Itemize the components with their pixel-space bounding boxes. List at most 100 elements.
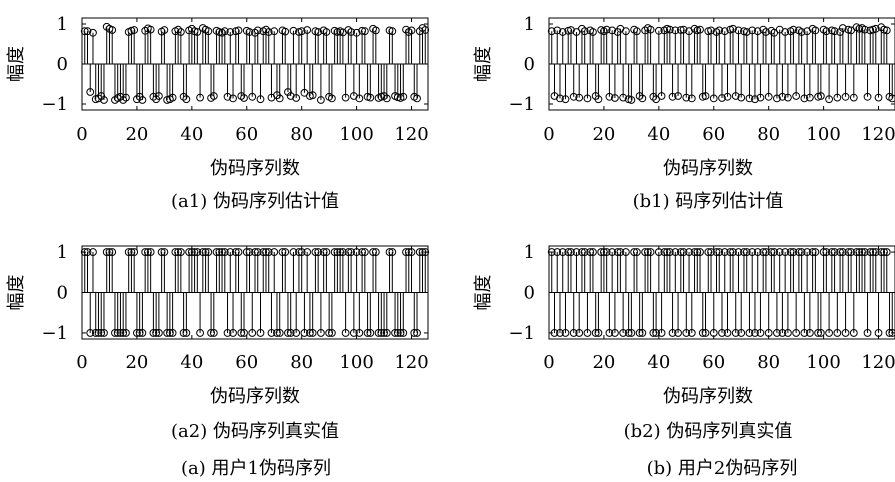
stem-marker (792, 92, 801, 100)
stem-marker (718, 94, 726, 102)
stem-marker (808, 248, 817, 256)
stem-marker (800, 94, 809, 103)
stem-marker (421, 26, 430, 34)
stem-marker (841, 329, 850, 337)
stem-marker (284, 88, 292, 96)
stem-marker (825, 329, 833, 337)
stem-marker (882, 248, 891, 256)
stem-marker (124, 248, 133, 256)
x-tick-label: 80 (290, 124, 313, 145)
x-tick-label: 0 (543, 352, 554, 373)
stem-marker (685, 248, 693, 256)
stem-marker (229, 94, 237, 103)
stem-marker (234, 26, 243, 35)
stem-marker (698, 329, 707, 337)
stem-marker (341, 93, 350, 102)
stem-marker (712, 248, 721, 256)
x-tick-label: 40 (647, 124, 670, 145)
x-tick-label: 60 (235, 352, 258, 373)
y-axis-label: 幅度 (473, 275, 494, 311)
stem-marker (292, 94, 301, 102)
stem-marker (679, 25, 688, 34)
stem-marker (157, 248, 166, 256)
stem-marker (734, 26, 743, 35)
stem-marker (185, 248, 193, 256)
stem-marker (352, 28, 361, 37)
stem-marker (371, 248, 380, 256)
stem-marker (726, 248, 735, 256)
stem-marker (89, 28, 97, 37)
stem-marker (355, 94, 364, 103)
stem-marker (778, 329, 787, 337)
stem-marker (844, 248, 853, 256)
x-tick-label: 80 (757, 352, 780, 373)
stem-marker (858, 248, 866, 256)
x-tick-label: 20 (592, 124, 615, 145)
panel-a1: 0 20 40 60 80 100 120 −1 0 1 伪码序列数 幅度 (a1) 伪码序列估计值 (6, 14, 430, 212)
stem-marker (314, 28, 323, 36)
stem-marker (196, 93, 204, 102)
stem-marker (215, 248, 224, 256)
stem-marker (256, 329, 265, 337)
stem-marker (836, 28, 844, 36)
stem-marker (86, 329, 95, 337)
stem-marker (578, 248, 586, 256)
stem-marker (748, 248, 757, 256)
stem-marker (737, 93, 746, 102)
x-tick-label: 120 (861, 124, 895, 145)
stem-marker (797, 28, 806, 36)
stem-marker (657, 329, 666, 337)
stem-marker (762, 28, 770, 36)
stem-marker (160, 26, 169, 34)
stem-marker (237, 329, 246, 337)
stem-marker (616, 248, 625, 256)
stem-marker (363, 329, 372, 337)
stem-marker (704, 248, 713, 256)
stem-marker (630, 248, 639, 256)
stem-marker (836, 248, 844, 256)
stem-marker (220, 27, 229, 36)
stem-marker (176, 248, 185, 256)
stem-marker (841, 92, 850, 101)
stem-marker (149, 92, 158, 101)
stem-marker (781, 28, 790, 36)
stem-marker (146, 25, 155, 34)
stem-marker (311, 248, 320, 256)
stem-marker (665, 248, 674, 256)
stem-marker (578, 24, 586, 33)
stem-marker (784, 93, 792, 102)
stem-marker (382, 329, 391, 337)
stem-marker (251, 248, 259, 256)
stem-marker (286, 92, 295, 100)
stem-marker (201, 248, 210, 256)
panel-caption: (a2) 伪码序列真实值 (171, 421, 339, 442)
stem-marker (729, 24, 737, 33)
stem-marker (556, 94, 564, 103)
stem-marker (852, 248, 861, 256)
stem-marker (874, 93, 883, 102)
y-tick-label: −1 (508, 323, 535, 344)
stem-marker (220, 248, 229, 256)
stem-marker (226, 28, 235, 36)
stem-marker (718, 329, 726, 337)
stem-marker (657, 92, 666, 100)
stem-marker (847, 248, 855, 256)
stem-marker (641, 248, 650, 256)
stem-marker (144, 248, 152, 256)
stem-marker (108, 26, 117, 34)
stem-marker (731, 92, 740, 100)
stem-marker (421, 248, 430, 256)
stem-marker (306, 329, 314, 337)
stem-marker (553, 26, 562, 35)
stem-marker (366, 329, 375, 337)
stem-marker (690, 248, 699, 256)
stem-marker (838, 248, 847, 256)
panel-caption: (b2) 伪码序列真实值 (624, 421, 793, 442)
panel-caption: (b1) 码序列估计值 (633, 191, 784, 212)
stem-marker (267, 329, 276, 337)
stem-marker (327, 94, 336, 103)
x-tick-label: 60 (702, 352, 725, 373)
stem-marker (388, 248, 397, 256)
stem-marker (402, 248, 410, 256)
stem-marker (608, 26, 617, 35)
